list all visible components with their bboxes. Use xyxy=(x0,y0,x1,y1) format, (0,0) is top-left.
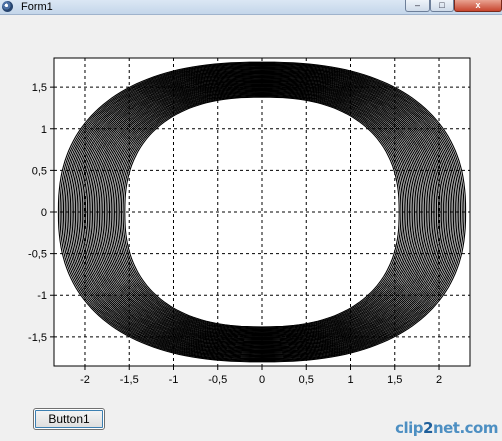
data-ring-curve xyxy=(85,75,439,349)
data-points xyxy=(57,61,467,363)
x-tick-label: 1 xyxy=(347,374,353,386)
watermark-logo: clip2net.com xyxy=(395,419,498,437)
data-ring-curve xyxy=(76,71,448,353)
data-ring-curve xyxy=(71,68,453,356)
data-ring-curve xyxy=(73,69,451,355)
data-ring-curve xyxy=(119,93,405,331)
data-ring-curve xyxy=(66,66,458,358)
x-tick-label: 1,5 xyxy=(387,374,402,386)
button1[interactable]: Button1 xyxy=(33,408,105,430)
data-ring-curve xyxy=(112,90,412,334)
data-ring-curve xyxy=(88,77,436,347)
data-ring-curve xyxy=(69,67,455,357)
data-ring-curve xyxy=(80,73,444,351)
data-ring-curve xyxy=(107,87,417,337)
y-tick-label: 0,5 xyxy=(32,165,47,177)
data-ring-curve xyxy=(115,92,409,332)
data-ring-curve xyxy=(86,76,438,348)
data-ring-curve xyxy=(78,72,446,352)
data-ring-curve xyxy=(110,89,414,335)
data-ring-curve xyxy=(120,94,404,330)
window-title: Form1 xyxy=(21,1,53,13)
x-tick-label: -1,5 xyxy=(120,374,139,386)
data-ring-curve xyxy=(93,80,431,344)
x-tick-label: 0,5 xyxy=(299,374,314,386)
x-tick-label: 0 xyxy=(259,374,265,386)
data-ring-curve xyxy=(103,85,421,339)
minimize-button[interactable]: – xyxy=(405,0,430,12)
y-tick-label: 1 xyxy=(41,124,47,136)
data-ring-curve xyxy=(61,63,463,361)
title-bar: Form1 – □ x xyxy=(0,0,502,15)
watermark: clip2net.com xyxy=(393,418,501,440)
data-ring-curve xyxy=(90,78,434,346)
data-ring-curve xyxy=(124,96,400,328)
x-tick-label: 2 xyxy=(436,374,442,386)
y-tick-label: -1,5 xyxy=(28,332,47,344)
data-ring-curve xyxy=(98,83,426,341)
data-ring-curve xyxy=(91,79,433,345)
data-ring-curve xyxy=(114,91,410,333)
maximize-button[interactable]: □ xyxy=(430,0,454,12)
data-ring-curve xyxy=(59,62,465,362)
app-icon xyxy=(2,1,13,12)
x-tick-label: -2 xyxy=(80,374,90,386)
y-tick-label: 1,5 xyxy=(32,82,47,94)
data-ring-curve xyxy=(97,82,427,342)
data-ring-curve xyxy=(57,61,467,363)
data-ring-curve xyxy=(62,64,462,360)
x-tick-label: -0,5 xyxy=(208,374,227,386)
data-ring-curve xyxy=(81,74,443,350)
data-ring-curve xyxy=(108,88,416,336)
data-ring-curve xyxy=(122,95,402,329)
data-ring-curve xyxy=(102,84,422,340)
x-tick-label: -1 xyxy=(169,374,179,386)
data-ring-curve xyxy=(117,92,407,332)
data-ring-curve xyxy=(105,86,419,338)
data-ring-curve xyxy=(64,65,460,359)
data-ring-curve xyxy=(100,84,424,340)
data-ring-curve xyxy=(83,75,441,349)
y-tick-label: 0 xyxy=(41,207,47,219)
data-ring-curve xyxy=(68,66,456,358)
data-ring-curve xyxy=(95,81,429,343)
y-tick-label: -1 xyxy=(37,290,47,302)
y-tick-label: -0,5 xyxy=(28,249,47,261)
data-ring-curve xyxy=(74,70,450,354)
